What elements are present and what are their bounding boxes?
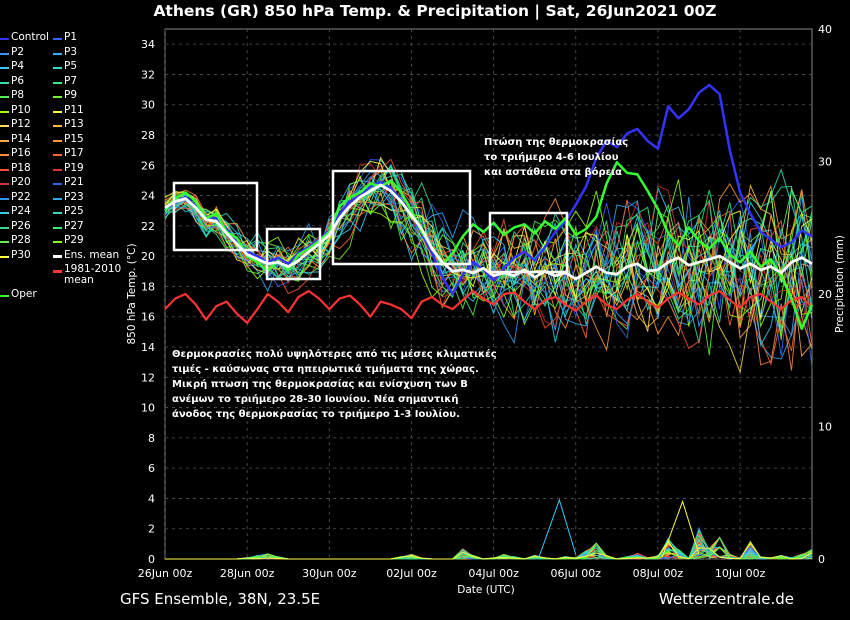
y-right-tick-label: 20	[818, 288, 832, 301]
y-tick-label: 28	[141, 129, 155, 142]
x-tick-label: 10Jul 00z	[715, 567, 766, 580]
highlight-box	[488, 211, 569, 274]
legend-item: P8	[0, 90, 24, 105]
legend-item: P10	[0, 104, 31, 120]
legend-item: P22	[0, 191, 31, 207]
x-tick-label: 06Jul 00z	[551, 567, 602, 580]
ens-mean-line	[164, 183, 813, 281]
x-tick-label: 04Jul 00z	[468, 567, 519, 580]
legend-item: P20	[0, 177, 31, 192]
y-tick-label: 20	[141, 250, 155, 263]
x-axis-label: Date (UTC)	[457, 584, 514, 596]
legend-item: P2	[0, 46, 24, 62]
y-tick-label: 2	[148, 523, 155, 536]
legend-item: P12	[0, 119, 31, 134]
x-tick-label: 26Jun 00z	[138, 567, 193, 580]
member-series-line	[164, 188, 813, 347]
legend-item: P5	[53, 61, 77, 76]
annotation-heatwave: Θερμοκρασίες πολύ υψηλότερες από τις μέσ…	[172, 349, 497, 420]
model-info: GFS Ensemble, 38N, 23.5E	[120, 590, 321, 608]
y-right-tick-label: 10	[818, 421, 832, 434]
legend-item: 1981-2010 mean	[53, 264, 121, 286]
y-right-tick-label: 30	[818, 156, 832, 169]
legend-item: P16	[0, 148, 31, 163]
legend-item: P27	[53, 220, 84, 236]
x-tick-label: 30Jun 00z	[302, 567, 357, 580]
legend-item: P13	[53, 119, 84, 134]
member-series-line	[164, 179, 813, 341]
y-tick-label: 10	[141, 402, 155, 415]
highlight-box	[331, 169, 472, 266]
legend-item: Oper	[0, 288, 37, 304]
legend-item: P25	[53, 206, 84, 221]
x-tick-label: 08Jul 00z	[633, 567, 684, 580]
y-tick-label: 18	[141, 280, 155, 293]
y-tick-label: 26	[141, 159, 155, 172]
legend-item: P30	[0, 249, 31, 265]
y-tick-label: 8	[148, 432, 155, 445]
y-tick-label: 4	[148, 492, 155, 505]
oper-line	[164, 161, 814, 331]
legend-item: P9	[53, 90, 77, 105]
legend-item: P11	[53, 104, 84, 120]
x-tick-label: 28Jun 00z	[220, 567, 275, 580]
y-tick-label: 12	[141, 371, 155, 384]
legend-item: Ens. mean	[53, 249, 119, 265]
y-tick-label: 6	[148, 462, 155, 475]
legend-item: Control	[0, 32, 49, 47]
member-series-line	[164, 171, 813, 345]
y-tick-label: 0	[148, 553, 155, 566]
legend-item: P4	[0, 61, 24, 76]
legend-item: P7	[53, 75, 77, 91]
y-tick-label: 34	[141, 38, 155, 51]
annotation-cooling: Πτώση της θερμοκρασίας το τριήμερο 4-6 Ιο…	[484, 137, 629, 178]
member-series-line	[164, 160, 813, 319]
legend-item: P28	[0, 235, 31, 250]
legend-item: P1	[53, 32, 77, 47]
y-right-axis-label: Precipitation (mm)	[834, 235, 846, 333]
legend-item: P14	[0, 133, 31, 149]
y-tick-label: 32	[141, 68, 155, 81]
x-tick-label: 02Jul 00z	[386, 567, 437, 580]
legend-item: P3	[53, 46, 77, 62]
y-right-tick-label: 0	[818, 553, 825, 566]
legend-item: P6	[0, 75, 24, 91]
y-right-tick-label: 40	[818, 23, 832, 36]
y-tick-label: 30	[141, 99, 155, 112]
y-tick-label: 24	[141, 190, 155, 203]
control-line	[164, 83, 813, 296]
legend-item: P17	[53, 148, 84, 163]
legend-item: P18	[0, 162, 31, 178]
source-credit: Wetterzentrale.de	[658, 590, 794, 608]
climate-mean-line	[164, 289, 813, 324]
legend-item: P24	[0, 206, 31, 221]
precip-peak-line	[538, 498, 577, 558]
legend-item: P26	[0, 220, 31, 236]
legend-item: P23	[53, 191, 84, 207]
legend-item: P19	[53, 162, 84, 178]
y-tick-label: 22	[141, 220, 155, 233]
precip-peak-line	[661, 499, 700, 558]
chart-title: Athens (GR) 850 hPa Temp. & Precipitatio…	[153, 2, 717, 20]
member-series-line	[164, 166, 813, 320]
legend-item: P21	[53, 177, 84, 192]
highlight-box	[265, 227, 322, 281]
y-tick-label: 14	[141, 341, 155, 354]
y-axis-label: 850 hPa Temp. (°C)	[126, 243, 138, 344]
y-tick-label: 16	[141, 311, 155, 324]
precip-series-line	[165, 540, 813, 560]
highlight-box	[172, 181, 259, 252]
legend-item: P29	[53, 235, 84, 250]
legend-item: P15	[53, 133, 84, 149]
